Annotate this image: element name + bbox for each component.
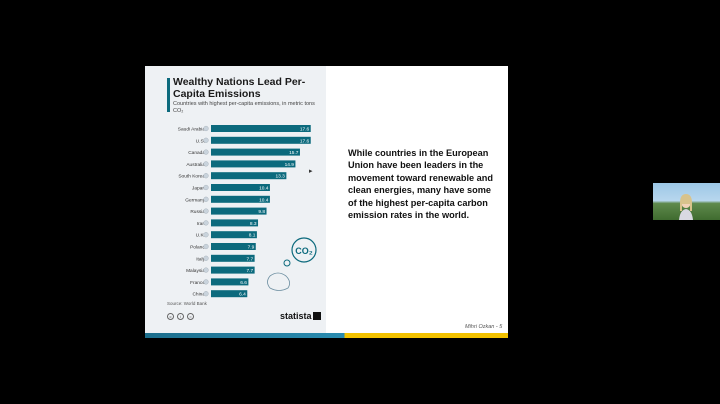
bar [211, 278, 249, 286]
country-flag-icon [203, 220, 209, 226]
bar [211, 254, 255, 262]
country-flag-icon [203, 208, 209, 214]
co2-bubble [291, 237, 317, 263]
category-label: Germany [185, 197, 205, 203]
co2-illustration: CO₂ [267, 237, 317, 291]
bar [211, 290, 248, 298]
statista-logo: statista [280, 311, 312, 321]
value-label: 6.4 [239, 292, 246, 298]
category-label: Canada [188, 150, 205, 156]
category-label: Saudi Arabia [178, 127, 206, 133]
value-label: 13.3 [276, 174, 286, 180]
category-label: France [190, 280, 205, 286]
country-flag-icon [203, 161, 209, 167]
category-label: Malaysia [186, 268, 205, 274]
category-label: U.S. [196, 138, 205, 144]
country-flag-icon [203, 279, 209, 285]
category-label: U.K. [196, 233, 205, 239]
presenter-avatar [679, 194, 693, 220]
value-label: 15.7 [289, 150, 299, 156]
bar [211, 195, 270, 203]
country-flag-icon [203, 149, 209, 155]
chart-subtitle: Countries with highest per-capita emissi… [173, 101, 315, 114]
category-label: Poland [190, 245, 205, 251]
category-label: South Korea [178, 174, 205, 180]
bar [211, 125, 311, 132]
country-flag-icon [203, 291, 209, 297]
cc-license-icon: c [167, 313, 174, 320]
chart-title: Wealthy Nations Lead Per-Capita Emission… [173, 76, 306, 100]
country-flag-icon [203, 173, 209, 179]
bar [211, 148, 300, 156]
category-label: Italy [196, 256, 205, 262]
value-label: 7.7 [246, 268, 253, 274]
bar [211, 184, 270, 191]
money-bag-icon [267, 272, 290, 291]
bar-chart: Saudi Arabia 17.6 U.S. 17.6 Canada 15.7 Austra… [178, 125, 317, 298]
value-label: 17.6 [300, 138, 310, 144]
value-label: 7.7 [246, 256, 253, 262]
bar [211, 207, 267, 215]
bar [211, 172, 287, 180]
country-flag-icon [203, 232, 209, 238]
slide-footer: Mihri Ozkan - 5 [465, 324, 503, 330]
country-flag-icon [203, 196, 209, 202]
value-label: 14.9 [285, 162, 295, 168]
slide-bottom-band [145, 333, 508, 338]
country-flag-icon [203, 267, 209, 273]
bar [211, 219, 259, 227]
country-flag-icon [203, 255, 209, 261]
country-flag-icon [203, 125, 209, 132]
value-label: 9.8 [258, 209, 265, 215]
bar [211, 231, 257, 239]
co2-text: CO₂ [295, 246, 313, 256]
value-label: 10.4 [259, 186, 269, 192]
category-label: China [192, 292, 205, 298]
co2-bubble-small [283, 259, 291, 267]
attribution-icon: i [177, 313, 184, 320]
bar [211, 160, 296, 168]
bar [211, 243, 256, 250]
title-accent-bar [167, 78, 170, 112]
chart-source: Source: World Bank [167, 301, 207, 306]
value-label: 6.6 [240, 280, 247, 286]
value-label: 8.1 [249, 233, 256, 239]
equals-icon: = [187, 313, 194, 320]
country-flag-icon [203, 184, 209, 191]
value-label: 7.9 [248, 245, 255, 251]
category-label: Iran [197, 221, 206, 227]
value-label: 8.3 [250, 221, 257, 227]
value-label: 17.6 [300, 127, 310, 133]
country-flag-icon [203, 137, 209, 143]
bar [211, 136, 311, 144]
bar [211, 266, 255, 274]
category-label: Japan [192, 186, 205, 192]
presentation-slide: Wealthy Nations Lead Per-Capita Emission… [145, 66, 508, 338]
category-label: Australia [186, 162, 205, 168]
value-label: 10.4 [259, 197, 269, 203]
category-label: Russia [190, 209, 205, 215]
statista-logo-icon [313, 312, 321, 320]
country-flag-icon [203, 243, 209, 250]
chart-panel: Wealthy Nations Lead Per-Capita Emission… [145, 66, 326, 338]
mouse-cursor-icon: ▸ [309, 168, 313, 175]
webcam-thumbnail[interactable] [653, 183, 720, 220]
slide-caption: While countries in the European Union ha… [348, 148, 493, 221]
